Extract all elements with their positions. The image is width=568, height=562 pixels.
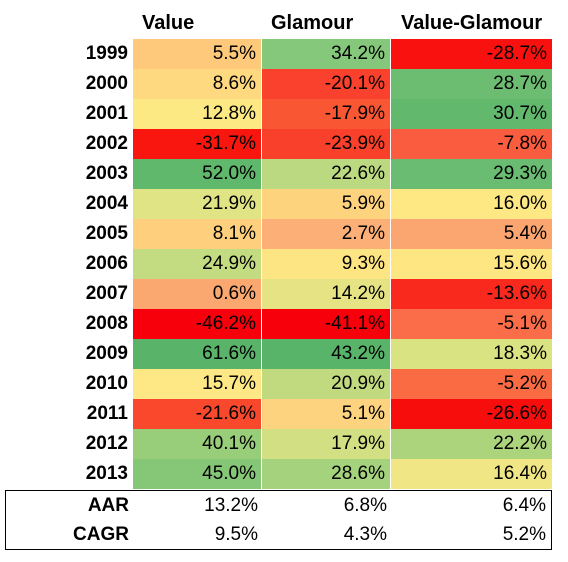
table-row: 2010 15.7% 20.9% -5.2% xyxy=(5,369,552,399)
cell-value: 15.7% xyxy=(133,369,262,399)
row-label-year: 2013 xyxy=(85,463,128,484)
row-label-year: 2001 xyxy=(85,103,128,124)
table-row: 2011 -21.6% 5.1% -26.6% xyxy=(5,399,552,429)
cell-value-glamour: 18.3% xyxy=(391,339,552,369)
row-label-year: 2003 xyxy=(85,163,128,184)
table-row: 2007 0.6% 14.2% -13.6% xyxy=(5,279,552,309)
cell-value-glamour: 29.3% xyxy=(391,159,552,189)
cell-glamour: 5.9% xyxy=(262,189,391,219)
cell-value: -46.2% xyxy=(133,309,262,339)
cell-value-glamour: -28.7% xyxy=(391,39,552,69)
table-row: 2006 24.9% 9.3% 15.6% xyxy=(5,249,552,279)
cell-value-glamour: -26.6% xyxy=(391,399,552,429)
cell-value: 12.8% xyxy=(133,99,262,129)
summary-cell-value: 13.2% xyxy=(204,495,258,516)
table-row: 2005 8.1% 2.7% 5.4% xyxy=(5,219,552,249)
cell-glamour: -41.1% xyxy=(262,309,391,339)
row-label-year: 1999 xyxy=(85,43,128,64)
table-row: 2012 40.1% 17.9% 22.2% xyxy=(5,429,552,459)
summary-label: AAR xyxy=(87,495,129,516)
cell-value-glamour: -13.6% xyxy=(391,279,552,309)
cell-value-glamour: 22.2% xyxy=(391,429,552,459)
summary-cell-value: 9.5% xyxy=(214,524,258,545)
summary-cell-value-glamour: 5.2% xyxy=(502,524,546,545)
row-label-year: 2010 xyxy=(85,373,128,394)
cell-glamour: 22.6% xyxy=(262,159,391,189)
cell-value: 52.0% xyxy=(133,159,262,189)
cell-value-glamour: 16.0% xyxy=(391,189,552,219)
cell-value-glamour: 16.4% xyxy=(391,459,552,489)
cell-value: 45.0% xyxy=(133,459,262,489)
summary-cell-glamour: 6.8% xyxy=(343,495,387,516)
row-label-year: 2002 xyxy=(85,133,128,154)
cell-value: 0.6% xyxy=(133,279,262,309)
row-label-year: 2007 xyxy=(85,283,128,304)
cell-glamour: -23.9% xyxy=(262,129,391,159)
cell-value: 8.1% xyxy=(133,219,262,249)
row-label-year: 2008 xyxy=(85,313,128,334)
heatmap-table: 1999 5.5% 34.2% -28.7% 2000 8.6% -20.1% 28.7% 20… xyxy=(5,39,552,489)
summary-row: AAR 13.2% 6.8% 6.4% xyxy=(6,491,551,520)
row-label-year: 2012 xyxy=(85,433,128,454)
table-row: 2001 12.8% -17.9% 30.7% xyxy=(5,99,552,129)
cell-glamour: 20.9% xyxy=(262,369,391,399)
cell-glamour: 43.2% xyxy=(262,339,391,369)
summary-label: CAGR xyxy=(73,524,129,545)
cell-value-glamour: 30.7% xyxy=(391,99,552,129)
row-label-year: 2011 xyxy=(86,403,128,424)
row-label-year: 2006 xyxy=(85,253,128,274)
cell-value: 5.5% xyxy=(133,39,262,69)
summary-row: CAGR 9.5% 4.3% 5.2% xyxy=(6,520,551,549)
table-row: 2000 8.6% -20.1% 28.7% xyxy=(5,69,552,99)
cell-value: -21.6% xyxy=(133,399,262,429)
row-label-year: 2000 xyxy=(85,73,128,94)
row-label-year: 2004 xyxy=(85,193,128,214)
table-row: 2002 -31.7% -23.9% -7.8% xyxy=(5,129,552,159)
cell-glamour: -20.1% xyxy=(262,69,391,99)
cell-glamour: 2.7% xyxy=(262,219,391,249)
cell-value-glamour: -5.1% xyxy=(391,309,552,339)
table-row: 2009 61.6% 43.2% 18.3% xyxy=(5,339,552,369)
cell-glamour: 34.2% xyxy=(262,39,391,69)
summary-cell-value-glamour: 6.4% xyxy=(502,495,546,516)
cell-glamour: 9.3% xyxy=(262,249,391,279)
table-row: 2008 -46.2% -41.1% -5.1% xyxy=(5,309,552,339)
cell-value: 21.9% xyxy=(133,189,262,219)
table-row: 1999 5.5% 34.2% -28.7% xyxy=(5,39,552,69)
cell-value: 61.6% xyxy=(133,339,262,369)
summary-table: AAR 13.2% 6.8% 6.4% CAGR 9.5% 4.3% 5.2% xyxy=(5,490,552,550)
cell-glamour: 17.9% xyxy=(262,429,391,459)
row-label-year: 2005 xyxy=(85,223,128,244)
cell-value: 8.6% xyxy=(133,69,262,99)
summary-cell-glamour: 4.3% xyxy=(343,524,387,545)
cell-glamour: 28.6% xyxy=(262,459,391,489)
cell-glamour: -17.9% xyxy=(262,99,391,129)
column-header-value: Value xyxy=(142,12,195,34)
table-row: 2004 21.9% 5.9% 16.0% xyxy=(5,189,552,219)
cell-value-glamour: 28.7% xyxy=(391,69,552,99)
table-row: 2003 52.0% 22.6% 29.3% xyxy=(5,159,552,189)
cell-value: 40.1% xyxy=(133,429,262,459)
cell-value-glamour: -5.2% xyxy=(391,369,552,399)
row-label-year: 2009 xyxy=(85,343,128,364)
column-header-glamour: Glamour xyxy=(271,12,354,34)
cell-value-glamour: 5.4% xyxy=(391,219,552,249)
table-row: 2013 45.0% 28.6% 16.4% xyxy=(5,459,552,489)
cell-value: 24.9% xyxy=(133,249,262,279)
cell-glamour: 5.1% xyxy=(262,399,391,429)
cell-value-glamour: 15.6% xyxy=(391,249,552,279)
cell-value: -31.7% xyxy=(133,129,262,159)
cell-glamour: 14.2% xyxy=(262,279,391,309)
cell-value-glamour: -7.8% xyxy=(391,129,552,159)
column-header-value-glamour: Value-Glamour xyxy=(401,12,543,34)
